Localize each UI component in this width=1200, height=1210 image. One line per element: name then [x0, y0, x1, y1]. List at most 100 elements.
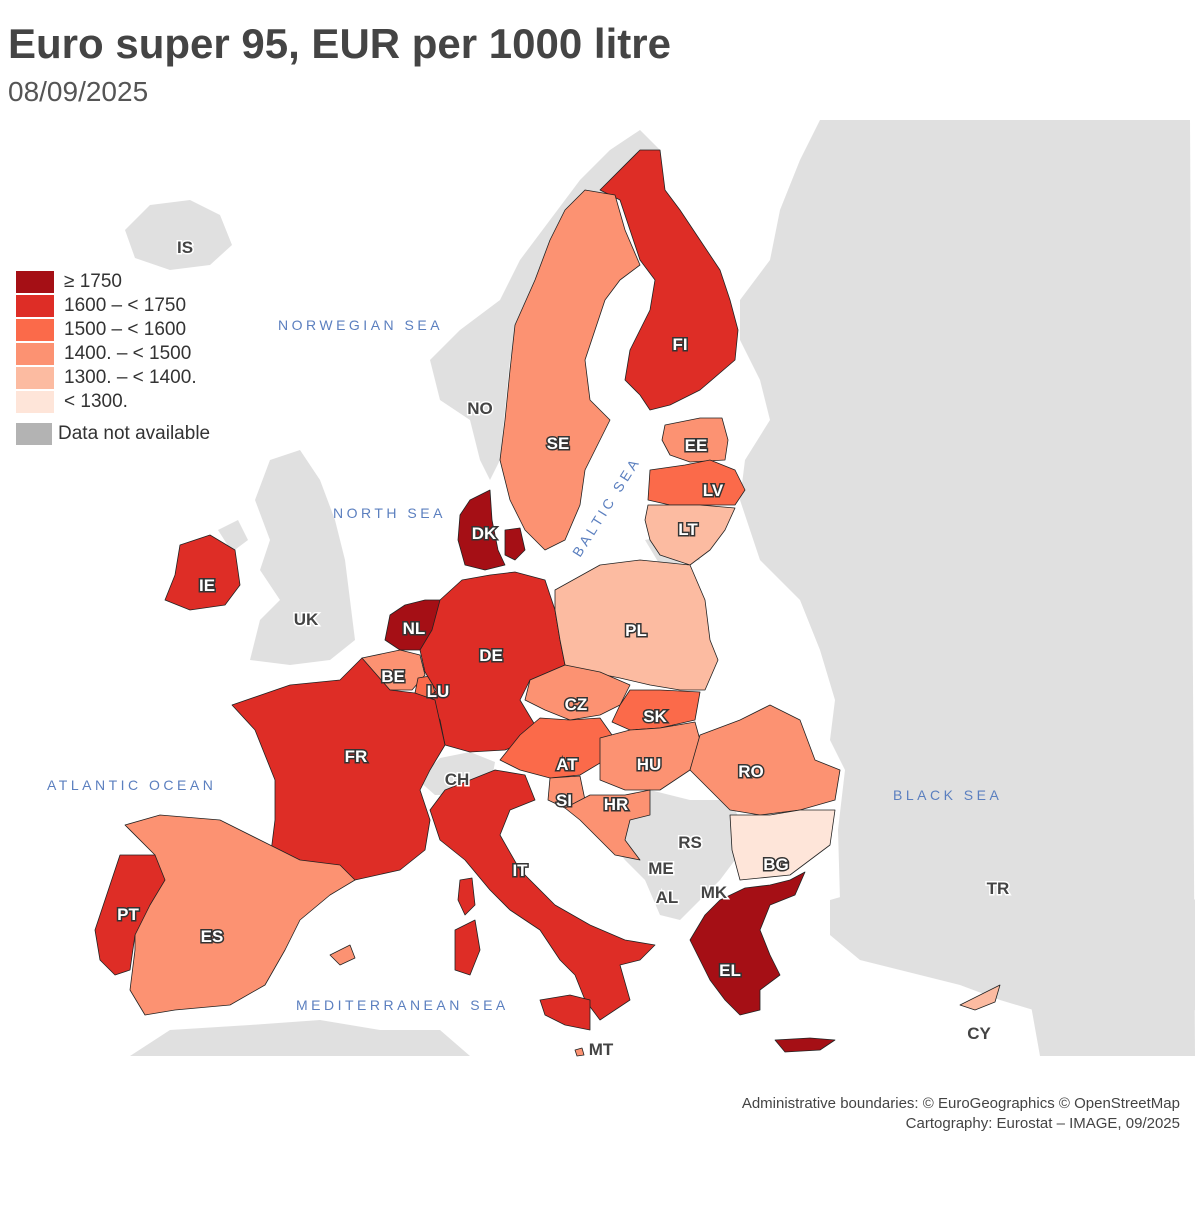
- land-iceland: [125, 200, 232, 270]
- legend-label: ≥ 1750: [64, 271, 122, 292]
- country-FR: [231, 657, 446, 881]
- sea-north: NORTH SEA: [333, 505, 446, 521]
- credit-boundaries: Administrative boundaries: © EuroGeograp…: [741, 1095, 1180, 1112]
- legend-swatch-not-available: [16, 423, 52, 445]
- country-IE: [164, 534, 241, 611]
- eu-countries: [94, 149, 1001, 1057]
- legend-item: 1600 – < 1750: [16, 294, 210, 318]
- country-SK: [611, 689, 701, 731]
- legend-item: ≥ 1750: [16, 270, 210, 294]
- label-TR: TR: [987, 879, 1010, 898]
- label-SI: SI: [556, 791, 572, 810]
- label-PT: PT: [117, 905, 139, 924]
- country-HR: [564, 789, 651, 861]
- background-land: [125, 120, 1195, 1056]
- country-EL: [689, 871, 806, 1016]
- country-PL: [554, 559, 719, 691]
- legend-swatch: [16, 319, 54, 341]
- label-PL: PL: [625, 621, 647, 640]
- label-CY: CY: [967, 1024, 991, 1043]
- country-EL-crete: [774, 1037, 836, 1053]
- map-credits: Administrative boundaries: © EuroGeograp…: [742, 1094, 1180, 1134]
- label-CH: CH: [445, 770, 470, 789]
- map-legend: ≥ 1750 1600 – < 1750 1500 – < 1600 1400.…: [16, 270, 210, 446]
- label-DK: DK: [472, 524, 497, 543]
- label-LV: LV: [703, 481, 724, 500]
- country-DK: [457, 489, 506, 571]
- legend-swatch: [16, 271, 54, 293]
- label-HR: HR: [604, 795, 629, 814]
- label-SE: SE: [547, 434, 570, 453]
- country-RO: [689, 704, 841, 816]
- country-IT: [429, 769, 656, 1021]
- legend-swatch: [16, 367, 54, 389]
- legend-label: 1300. – < 1400.: [64, 367, 197, 388]
- label-SK: SK: [643, 707, 667, 726]
- legend-label-not-available: Data not available: [58, 423, 211, 444]
- land-northern-ireland: [218, 520, 248, 552]
- label-HU: HU: [637, 755, 662, 774]
- map-subtitle: 08/09/2025: [8, 76, 149, 107]
- country-MT: [574, 1047, 585, 1057]
- label-FI: FI: [672, 335, 687, 354]
- country-labels: FI SE EE LV LT DK IE NL BE LU DE PL CZ S…: [116, 237, 1011, 1061]
- label-RO: RO: [738, 762, 764, 781]
- legend-swatch: [16, 343, 54, 365]
- country-FR-corsica: [457, 877, 476, 916]
- country-CY: [959, 984, 1001, 1011]
- sea-norwegian: NORWEGIAN SEA: [278, 317, 443, 333]
- label-IE: IE: [199, 576, 215, 595]
- legend-swatch: [16, 391, 54, 413]
- legend-item: 1300. – < 1400.: [16, 366, 210, 390]
- country-FI: [599, 149, 739, 411]
- sea-mediterranean: MEDITERRANEAN SEA: [296, 997, 509, 1013]
- land-balkans: [600, 790, 740, 920]
- label-LU: LU: [427, 682, 450, 701]
- legend-item: 1500 – < 1600: [16, 318, 210, 342]
- label-CZ: CZ: [565, 695, 588, 714]
- label-AT: AT: [556, 755, 578, 774]
- country-ES-balearic: [329, 944, 356, 966]
- country-DK-islands: [504, 527, 526, 561]
- label-LT: LT: [678, 520, 698, 539]
- label-MK: MK: [701, 883, 728, 902]
- country-PT: [94, 854, 166, 976]
- legend-label: 1600 – < 1750: [64, 295, 187, 316]
- label-BG: BG: [763, 855, 789, 874]
- land-norway: [430, 130, 660, 480]
- label-ES: ES: [201, 927, 224, 946]
- country-IT-sardinia: [454, 919, 481, 976]
- label-UK: UK: [294, 610, 319, 629]
- country-SE: [499, 189, 641, 551]
- land-north-africa: [130, 1020, 470, 1056]
- country-LT: [644, 504, 736, 566]
- label-DE: DE: [479, 646, 503, 665]
- map-title: Euro super 95, EUR per 1000 litre: [8, 20, 671, 67]
- label-MT: MT: [589, 1040, 614, 1059]
- country-BG: [729, 809, 836, 881]
- legend-label: 1500 – < 1600: [64, 319, 187, 340]
- country-LV: [647, 459, 746, 506]
- legend-label: < 1300.: [64, 391, 128, 412]
- label-EL: EL: [719, 961, 741, 980]
- land-turkey: [830, 840, 1195, 1020]
- label-BE: BE: [381, 667, 405, 686]
- label-ME: ME: [648, 859, 674, 878]
- land-uk: [250, 450, 355, 665]
- legend-item-not-available: Data not available: [16, 422, 210, 446]
- label-NL: NL: [403, 619, 426, 638]
- country-EE: [661, 417, 729, 463]
- legend-item: 1400. – < 1500: [16, 342, 210, 366]
- land-east: [740, 120, 1195, 1056]
- country-IT-sicily: [539, 994, 591, 1031]
- label-IS: IS: [177, 238, 193, 257]
- label-IT: IT: [512, 861, 528, 880]
- legend-item: < 1300.: [16, 390, 210, 414]
- label-FR: FR: [345, 747, 368, 766]
- label-EE: EE: [685, 436, 708, 455]
- sea-black: BLACK SEA: [893, 787, 1002, 803]
- legend-label: 1400. – < 1500: [64, 343, 192, 364]
- label-NO: NO: [467, 399, 493, 418]
- country-CZ: [524, 664, 631, 721]
